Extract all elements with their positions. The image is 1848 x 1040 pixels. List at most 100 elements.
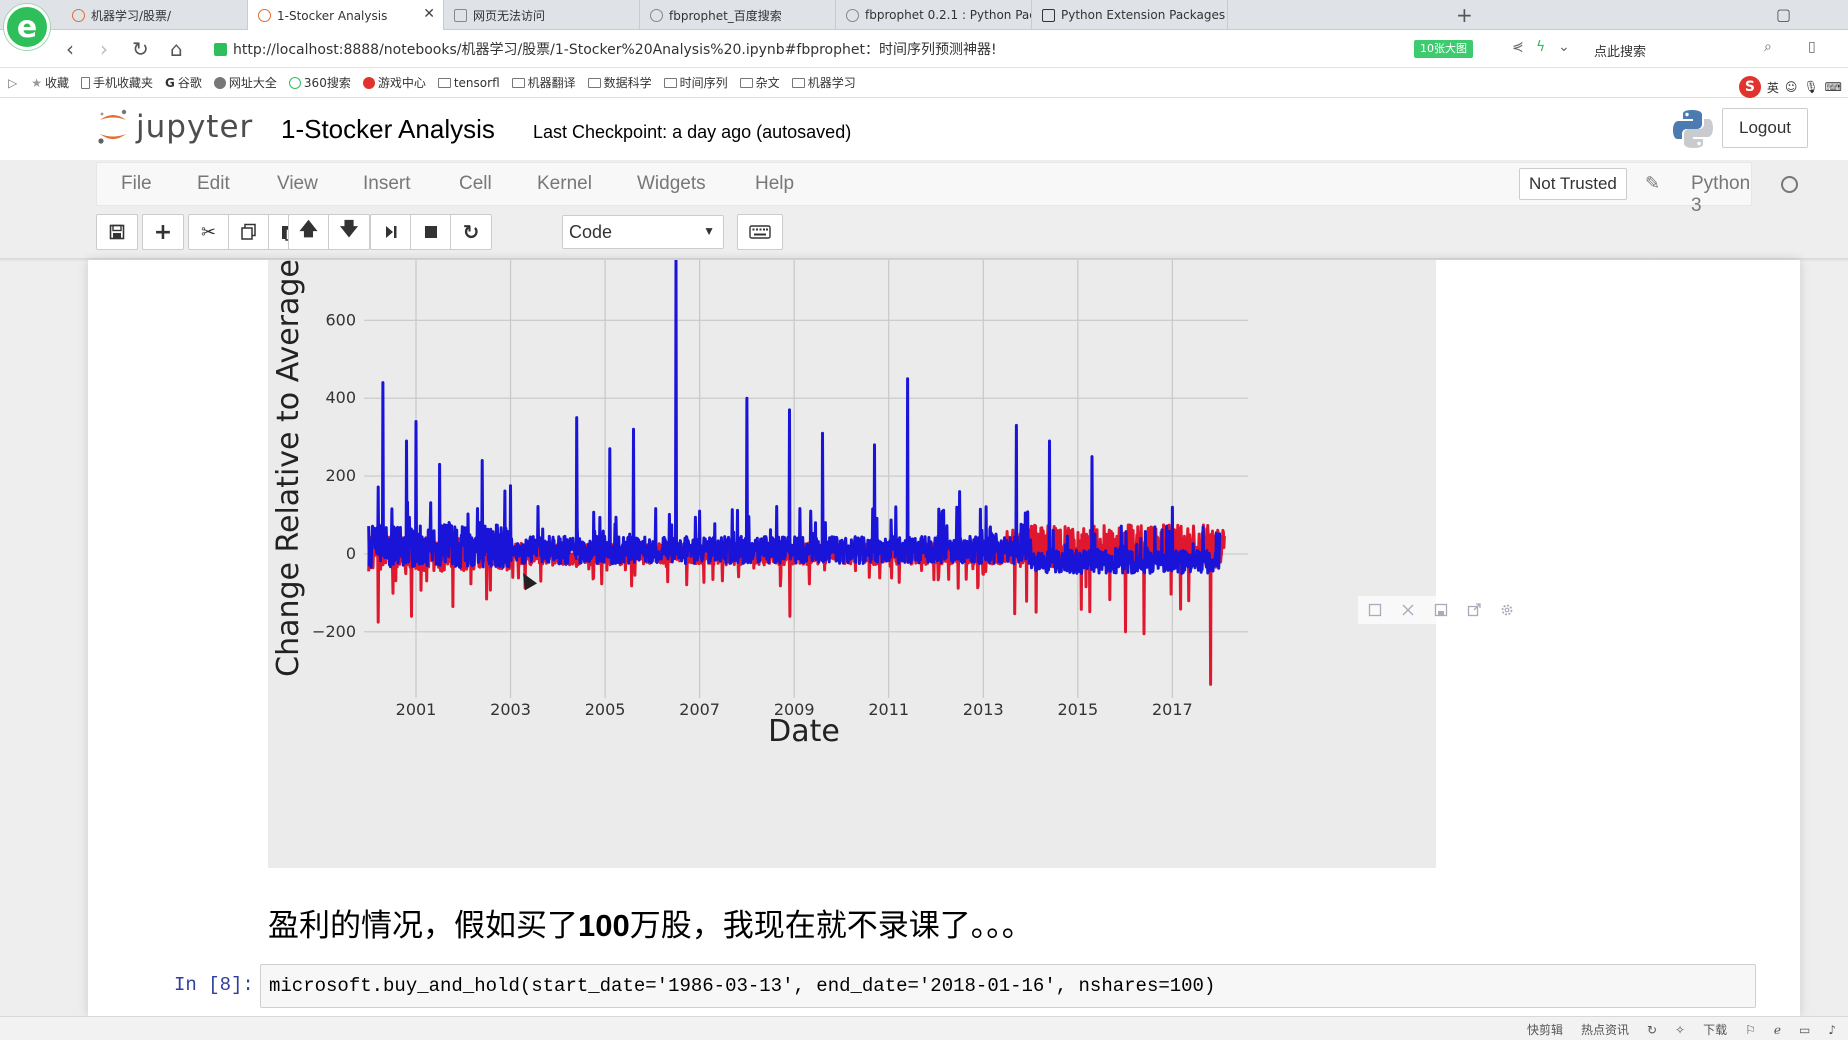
- emoji-icon[interactable]: ☺: [1784, 80, 1798, 94]
- copy-icon[interactable]: [229, 215, 269, 249]
- browser-logo[interactable]: e: [4, 4, 50, 50]
- keyboard-icon: [749, 225, 771, 239]
- close-icon[interactable]: ✕: [423, 6, 435, 22]
- logout-button[interactable]: Logout: [1722, 108, 1808, 148]
- menu-widgets[interactable]: Widgets: [637, 173, 706, 194]
- code-source: microsoft.buy_and_hold(start_date='1986-…: [269, 975, 1216, 997]
- share-icon[interactable]: ⋞: [1512, 39, 1524, 55]
- browser-tab[interactable]: fbprophet_百度搜索: [640, 0, 836, 30]
- browser-tab-bar: 机器学习/股票/ 1-Stocker Analysis ✕ 网页无法访问 fbp…: [0, 0, 1848, 31]
- arrow-up-icon[interactable]: 🡅: [289, 215, 329, 249]
- page-icon: [454, 8, 467, 22]
- window-icon[interactable]: ▭: [1798, 1022, 1811, 1037]
- bookmark-item[interactable]: ★ 收藏: [31, 75, 70, 91]
- new-tab-icon[interactable]: +: [1456, 3, 1473, 27]
- disk-icon[interactable]: [1424, 596, 1457, 624]
- menu-help[interactable]: Help: [755, 173, 795, 194]
- expand-icon[interactable]: [1391, 596, 1424, 624]
- kernel-idle-icon: [1781, 176, 1798, 193]
- not-trusted-button[interactable]: Not Trusted: [1519, 168, 1627, 200]
- tab-restore-icon[interactable]: ▢: [1776, 5, 1792, 24]
- bookmark-item[interactable]: G 谷歌: [165, 75, 202, 91]
- ime-tray: S 英 ☺ 🎙 ⌨: [1738, 76, 1842, 98]
- sidebar-toggle-icon[interactable]: ▷: [8, 75, 18, 90]
- python-favicon-icon: [846, 8, 859, 22]
- jupyter-logo[interactable]: jupyter: [96, 108, 253, 146]
- cell-type-select[interactable]: Code ▼: [562, 215, 724, 249]
- speaker-icon[interactable]: ♪: [1828, 1022, 1836, 1037]
- home-icon[interactable]: ⌂: [170, 37, 183, 61]
- gear-icon[interactable]: [1490, 596, 1523, 624]
- restart-icon[interactable]: ↻: [462, 220, 480, 244]
- reload-icon[interactable]: ↻: [132, 37, 149, 61]
- save-plot-icon[interactable]: [1358, 596, 1391, 624]
- flag-icon[interactable]: ⚐: [1745, 1022, 1756, 1037]
- kernel-name[interactable]: Python 3: [1691, 173, 1751, 216]
- menu-file[interactable]: File: [121, 173, 152, 194]
- browser-tab-active[interactable]: 1-Stocker Analysis ✕: [248, 0, 444, 31]
- bookmark-folder[interactable]: tensorfl: [437, 76, 500, 90]
- plot-output: −200 0 200 400 600 2001 2003 2005 2007 2009 2011 20…: [268, 260, 1436, 868]
- tab-title: fbprophet_百度搜索: [669, 8, 782, 23]
- arrow-down-icon[interactable]: 🡇: [339, 219, 359, 240]
- sogou-icon[interactable]: S: [1738, 76, 1761, 98]
- bookmark-folder[interactable]: 数据科学: [587, 74, 652, 91]
- stop-icon[interactable]: [411, 215, 451, 249]
- run-icon[interactable]: [371, 215, 411, 249]
- chevron-down-icon[interactable]: ⌄: [1558, 39, 1570, 55]
- bookmark-folder[interactable]: 时间序列: [663, 74, 728, 91]
- ime-language-label[interactable]: 英: [1766, 80, 1779, 95]
- keyboard-icon[interactable]: ⌨: [1824, 80, 1842, 94]
- menu-edit[interactable]: Edit: [197, 173, 230, 194]
- bookmark-item[interactable]: 游戏中心: [362, 74, 426, 91]
- url-input[interactable]: http://localhost:8888/notebooks/机器学习/股票/…: [214, 36, 1404, 62]
- status-clip[interactable]: 快剪辑: [1526, 1023, 1563, 1037]
- chart-xlabel: Date: [768, 714, 840, 749]
- microphone-icon[interactable]: 🎙: [1803, 80, 1819, 94]
- menu-insert[interactable]: Insert: [363, 173, 411, 194]
- chart-grid: [364, 260, 1248, 698]
- bookmark-folder[interactable]: 机器学习: [791, 74, 856, 91]
- browser-tab[interactable]: fbprophet 0.2.1 : Python Pack: [836, 0, 1032, 30]
- bookmark-folder[interactable]: 机器翻译: [511, 74, 576, 91]
- ie-icon[interactable]: ℯ: [1773, 1022, 1781, 1037]
- bookmark-item[interactable]: 手机收藏夹: [81, 74, 153, 91]
- notebook-menubar: File Edit View Insert Cell Kernel Widget…: [96, 162, 1798, 216]
- menu-view[interactable]: View: [277, 173, 318, 194]
- status-news[interactable]: 热点资讯: [1580, 1023, 1629, 1037]
- cut-icon[interactable]: ✂: [189, 215, 229, 249]
- search-label[interactable]: 点此搜索: [1594, 45, 1647, 60]
- save-icon[interactable]: [97, 215, 137, 249]
- browser-tab[interactable]: Python Extension Packages fo: [1032, 0, 1228, 30]
- bookmark-item[interactable]: 360搜索: [288, 74, 351, 91]
- browser-tab[interactable]: 机器学习/股票/: [62, 0, 248, 30]
- keyboard-shortcuts-button[interactable]: [737, 214, 783, 250]
- notebook-title[interactable]: 1-Stocker Analysis: [281, 114, 495, 144]
- google-icon: G: [165, 75, 175, 90]
- speed-badge[interactable]: 10张大图: [1414, 40, 1473, 58]
- menu-kernel[interactable]: Kernel: [537, 173, 592, 194]
- tab-title: 1-Stocker Analysis: [277, 8, 388, 23]
- bookmark-folder[interactable]: 杂文: [739, 74, 780, 91]
- menu-cell[interactable]: Cell: [459, 173, 492, 194]
- plus-icon[interactable]: +: [153, 219, 173, 245]
- pencil-icon[interactable]: ✎: [1645, 173, 1661, 194]
- browser-tab[interactable]: 网页无法访问: [444, 0, 640, 30]
- refresh-icon[interactable]: ↻: [1646, 1022, 1658, 1037]
- export-icon[interactable]: [1457, 596, 1490, 624]
- status-download[interactable]: 下载: [1703, 1023, 1728, 1037]
- lightning-icon[interactable]: ϟ: [1536, 39, 1546, 55]
- forward-icon[interactable]: ›: [100, 37, 108, 61]
- back-icon[interactable]: ‹: [66, 37, 74, 61]
- move-group: 🡅 🡇: [288, 214, 370, 250]
- search-icon[interactable]: ⌕: [1764, 39, 1772, 55]
- jupyter-favicon-icon: [258, 9, 271, 22]
- code-cell-input[interactable]: microsoft.buy_and_hold(start_date='1986-…: [260, 964, 1756, 1008]
- url-text: http://localhost:8888/notebooks/机器学习/股票/…: [233, 42, 997, 58]
- bookmark-page-icon[interactable]: ▯: [1808, 39, 1816, 55]
- pin-icon[interactable]: ✧: [1675, 1022, 1686, 1037]
- paw-icon: [650, 8, 663, 22]
- bookmark-item[interactable]: 网址大全: [213, 74, 277, 91]
- x-tick-label: 2003: [490, 700, 531, 719]
- python-logo-icon: [1673, 110, 1713, 148]
